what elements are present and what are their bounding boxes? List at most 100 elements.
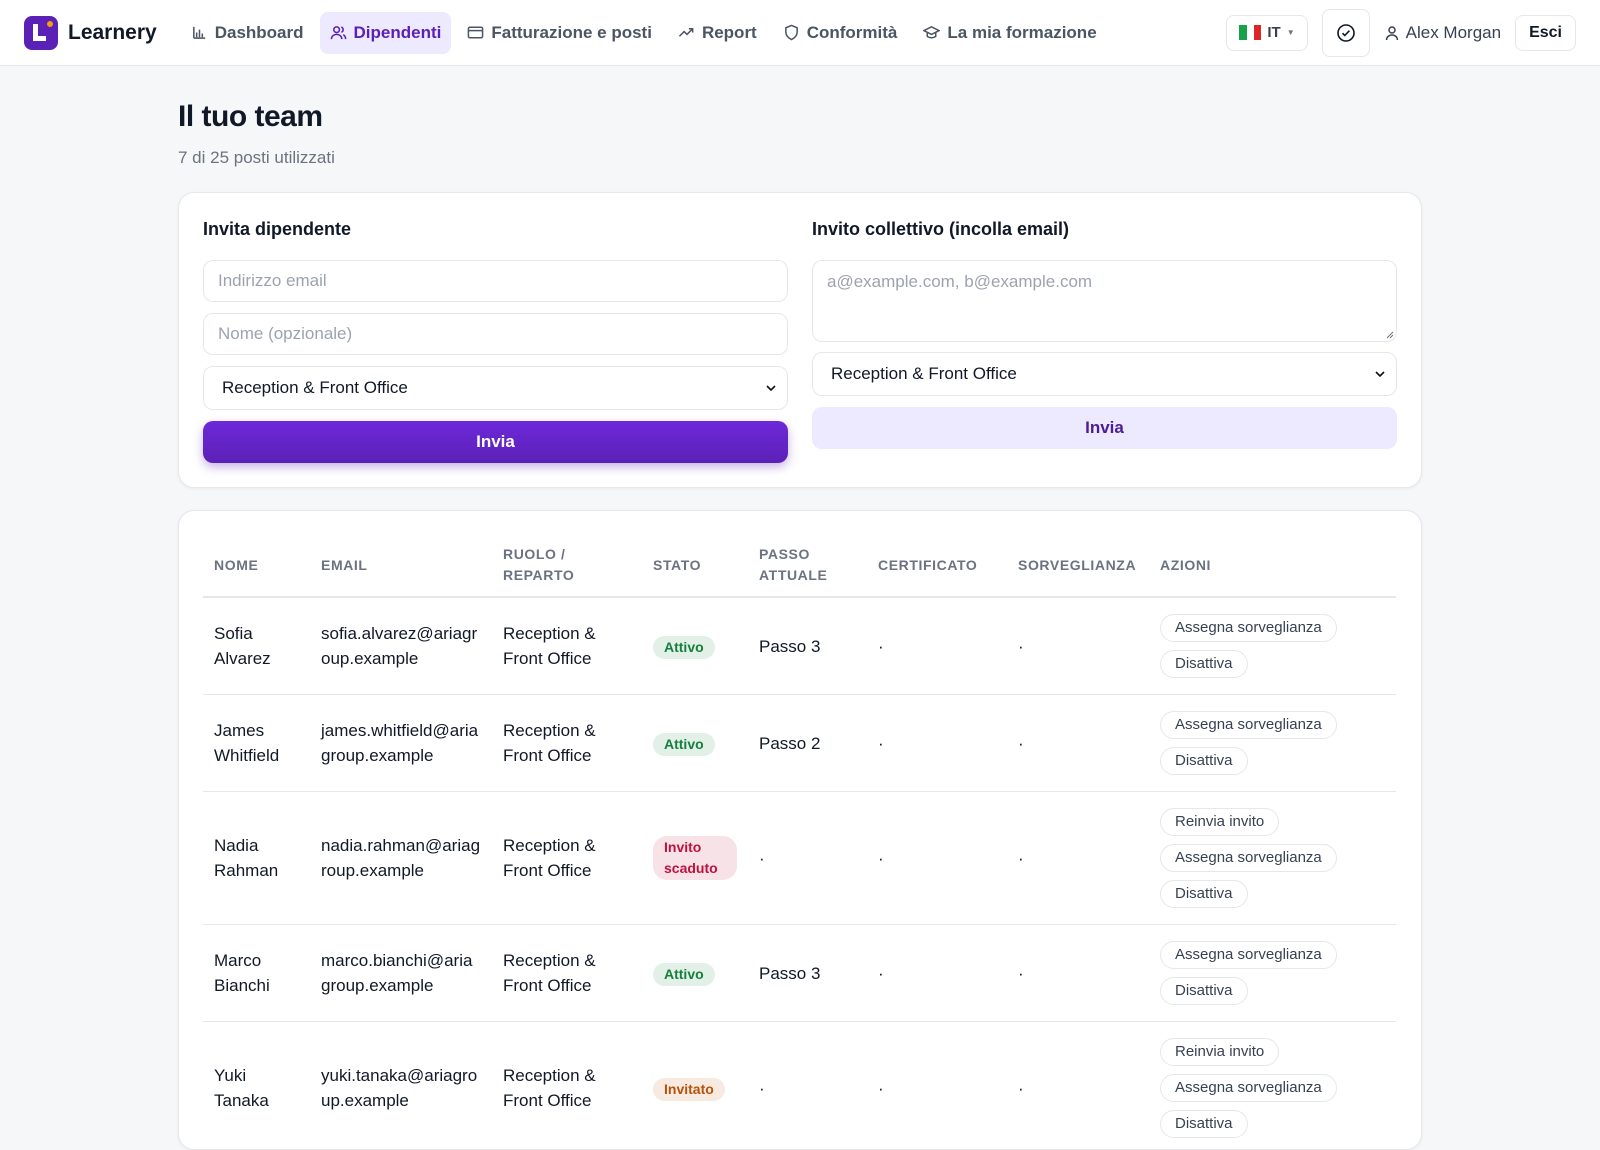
section-title: Invito collettivo (incolla email) bbox=[812, 219, 1397, 240]
status-badge: Invito scaduto bbox=[653, 836, 737, 880]
cell-step: · bbox=[748, 1022, 867, 1150]
cell-status: Invitato bbox=[642, 1022, 748, 1150]
column-header: AZIONI bbox=[1149, 537, 1396, 597]
invite-card: Invita dipendente Indirizzo email Nome (… bbox=[178, 192, 1422, 488]
action-button[interactable]: Assegna sorveglianza bbox=[1160, 844, 1337, 872]
action-button[interactable]: Reinvia invito bbox=[1160, 808, 1279, 836]
cell-status: Attivo bbox=[642, 925, 748, 1022]
cell-role: Reception & Front Office bbox=[492, 597, 642, 695]
cell-role: Reception & Front Office bbox=[492, 925, 642, 1022]
cell-role: Reception & Front Office bbox=[492, 792, 642, 925]
column-header: RUOLO / REPARTO bbox=[492, 537, 642, 597]
section-title: Invita dipendente bbox=[203, 219, 788, 240]
nav-label: Conformità bbox=[807, 23, 898, 43]
bulk-invite: Invito collettivo (incolla email) a@exam… bbox=[812, 219, 1397, 461]
department-select[interactable]: Reception & Front Office bbox=[812, 352, 1397, 396]
cell-supervision: · bbox=[1007, 695, 1149, 792]
department-select[interactable]: Reception & Front Office bbox=[203, 366, 788, 410]
nav-label: Report bbox=[702, 23, 757, 43]
actions: Assegna sorveglianza Disattiva bbox=[1160, 610, 1385, 682]
nav-bar: Learnery Dashboard Dipendenti Fatturazione… bbox=[0, 0, 1600, 66]
action-button[interactable]: Assegna sorveglianza bbox=[1160, 1074, 1337, 1102]
action-button[interactable]: Disattiva bbox=[1160, 880, 1248, 908]
cell-supervision: · bbox=[1007, 1022, 1149, 1150]
cell-certificate: · bbox=[867, 597, 1007, 695]
user-name: Alex Morgan bbox=[1406, 23, 1501, 43]
cell-actions: Reinvia invito Assegna sorveglianza Disatt… bbox=[1149, 792, 1396, 925]
nav-item[interactable]: La mia formazione bbox=[913, 12, 1106, 54]
nav-label: Dashboard bbox=[215, 23, 304, 43]
name-input[interactable]: Nome (opzionale) bbox=[203, 313, 788, 355]
cell-supervision: · bbox=[1007, 597, 1149, 695]
language-select[interactable]: IT▼ bbox=[1226, 15, 1307, 51]
cell-step: · bbox=[748, 792, 867, 925]
action-button[interactable]: Disattiva bbox=[1160, 747, 1248, 775]
nav-label: Fatturazione e posti bbox=[491, 23, 652, 43]
nav-label: Dipendenti bbox=[354, 23, 442, 43]
nav-label: La mia formazione bbox=[947, 23, 1096, 43]
cell-supervision: · bbox=[1007, 792, 1149, 925]
action-button[interactable]: Disattiva bbox=[1160, 977, 1248, 1005]
cell-name: Nadia Rahman bbox=[203, 792, 310, 925]
nav-item[interactable]: Conformità bbox=[773, 12, 908, 54]
cell-step: Passo 2 bbox=[748, 695, 867, 792]
column-header: EMAIL bbox=[310, 537, 492, 597]
cell-status: Attivo bbox=[642, 695, 748, 792]
email-input[interactable]: Indirizzo email bbox=[203, 260, 788, 302]
column-header: STATO bbox=[642, 537, 748, 597]
nav-item[interactable]: Dipendenti bbox=[320, 12, 452, 54]
invite-button[interactable]: Invia bbox=[203, 421, 788, 463]
cell-certificate: · bbox=[867, 695, 1007, 792]
language: IT bbox=[1267, 24, 1280, 41]
cell-actions: Assegna sorveglianza Disattiva bbox=[1149, 925, 1396, 1022]
cell-certificate: · bbox=[867, 925, 1007, 1022]
cell-email: james.whitfield@ariagroup.example bbox=[310, 695, 492, 792]
action-button[interactable]: Assegna sorveglianza bbox=[1160, 711, 1337, 739]
cell-step: Passo 3 bbox=[748, 925, 867, 1022]
nav-item[interactable]: Fatturazione e posti bbox=[457, 12, 662, 54]
nav-items: Dashboard Dipendenti Fatturazione e posti R… bbox=[181, 12, 1113, 54]
status-badge: Attivo bbox=[653, 733, 715, 756]
action-button[interactable]: Reinvia invito bbox=[1160, 1038, 1279, 1066]
actions: Assegna sorveglianza Disattiva bbox=[1160, 937, 1385, 1009]
single-invite: Invita dipendente Indirizzo email Nome (… bbox=[203, 219, 788, 461]
cell-certificate: · bbox=[867, 792, 1007, 925]
select-value: Reception & Front Office bbox=[222, 378, 408, 398]
nav-item[interactable]: Report bbox=[668, 12, 767, 54]
brand[interactable]: Learnery bbox=[24, 16, 157, 50]
cell-name: James Whitfield bbox=[203, 695, 310, 792]
main: Il tuo team 7 di 25 posti utilizzati Inv… bbox=[178, 66, 1422, 1150]
action-button[interactable]: Disattiva bbox=[1160, 1110, 1248, 1138]
logout-button[interactable]: Esci bbox=[1515, 15, 1576, 51]
status-badge: Attivo bbox=[653, 963, 715, 986]
column-header: SORVEGLIANZA bbox=[1007, 537, 1149, 597]
action-button[interactable]: Disattiva bbox=[1160, 650, 1248, 678]
status-button[interactable] bbox=[1322, 9, 1370, 57]
page-subtitle: 7 di 25 posti utilizzati bbox=[178, 148, 1422, 168]
cell-role: Reception & Front Office bbox=[492, 1022, 642, 1150]
emails-textarea[interactable]: a@example.com, b@example.com bbox=[812, 260, 1397, 342]
logo bbox=[24, 16, 58, 50]
page-title: Il tuo team bbox=[178, 100, 1422, 134]
actions: Reinvia invito Assegna sorveglianza Disatt… bbox=[1160, 1034, 1385, 1142]
action-button[interactable]: Assegna sorveglianza bbox=[1160, 941, 1337, 969]
nav-item[interactable]: Dashboard bbox=[181, 12, 314, 54]
cell-step: Passo 3 bbox=[748, 597, 867, 695]
status-badge: Attivo bbox=[653, 636, 715, 659]
cell-email: sofia.alvarez@ariagroup.example bbox=[310, 597, 492, 695]
status-badge: Invitato bbox=[653, 1078, 725, 1101]
column-header: PASSO ATTUALE bbox=[748, 537, 867, 597]
brand-name: Learnery bbox=[68, 21, 157, 45]
action-button[interactable]: Assegna sorveglianza bbox=[1160, 614, 1337, 642]
bulk-invite-button[interactable]: Invia bbox=[812, 407, 1397, 449]
cell-status: Attivo bbox=[642, 597, 748, 695]
user-menu[interactable]: Alex Morgan bbox=[1384, 23, 1501, 43]
cell-actions: Reinvia invito Assegna sorveglianza Disatt… bbox=[1149, 1022, 1396, 1150]
cell-role: Reception & Front Office bbox=[492, 695, 642, 792]
